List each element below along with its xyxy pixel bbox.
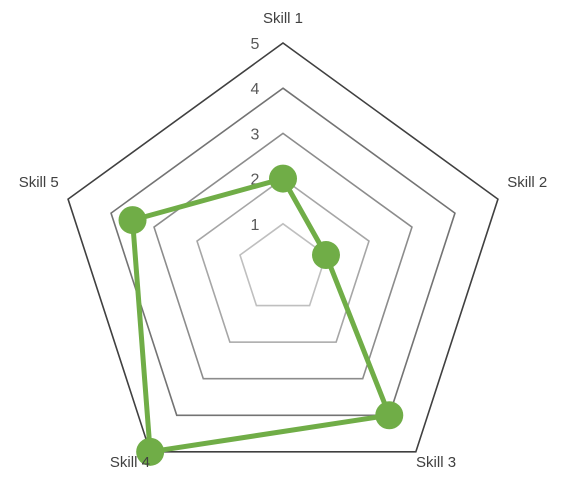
tick-label-3: 3 — [251, 126, 260, 143]
series-line-0 — [130, 176, 392, 455]
grid-ring-2 — [196, 177, 370, 343]
tick-label-5: 5 — [251, 36, 260, 53]
radial-tick-labels: 1 2 3 4 5 — [251, 36, 260, 234]
category-label-skill-2: Skill 2 — [507, 174, 547, 191]
tick-label-1: 1 — [251, 217, 260, 234]
category-label-skill-5: Skill 5 — [19, 174, 59, 191]
data-point-skill-2 — [311, 241, 340, 270]
tick-label-2: 2 — [251, 172, 260, 189]
grid-ring-5 — [67, 42, 499, 453]
grid-ring-3 — [153, 132, 413, 380]
radar-grid — [67, 42, 499, 453]
tick-label-4: 4 — [251, 81, 260, 98]
data-point-skill-4 — [136, 437, 165, 466]
data-point-skill-5 — [118, 206, 147, 235]
data-point-skill-1 — [269, 164, 297, 193]
category-label-skill-1: Skill 1 — [263, 10, 303, 27]
data-series — [118, 164, 404, 466]
category-label-skill-3: Skill 3 — [416, 454, 456, 471]
grid-ring-4 — [110, 87, 456, 417]
data-point-skill-3 — [375, 401, 404, 430]
category-labels: Skill 1 Skill 2 Skill 3 Skill 4 Skill 5 — [19, 10, 548, 471]
category-label-skill-4: Skill 4 — [110, 454, 150, 471]
